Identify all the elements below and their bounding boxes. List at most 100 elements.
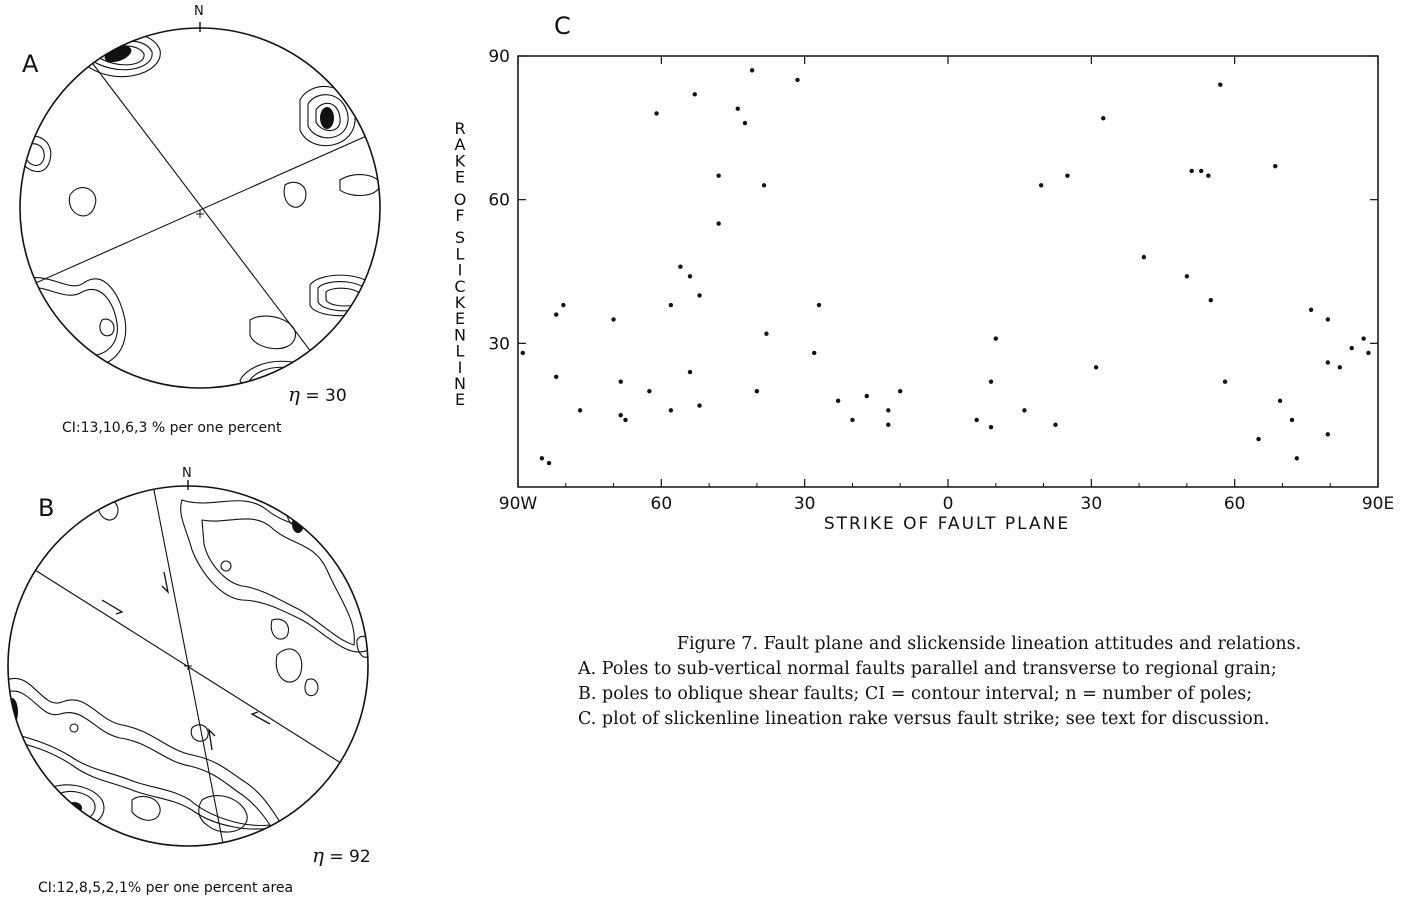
- y-label-char: R: [454, 119, 465, 138]
- data-point: [742, 120, 748, 126]
- stereonet-a-north-label: N: [194, 4, 204, 19]
- y-label-char: E: [455, 309, 465, 328]
- y-tick-label: 90: [488, 47, 510, 67]
- data-point: [993, 336, 998, 341]
- data-point: [988, 424, 994, 430]
- data-point: [886, 408, 891, 413]
- data-point: [898, 389, 903, 394]
- stereonet-b-shear-arrows: [101, 571, 271, 751]
- data-point: [1325, 317, 1331, 322]
- data-point: [749, 68, 755, 73]
- y-label-char: N: [454, 325, 466, 344]
- panel-a-letter: A: [22, 50, 39, 78]
- plot-frame: [517, 55, 1379, 488]
- x-tick-label: 90E: [1362, 494, 1394, 514]
- data-point: [1206, 173, 1211, 178]
- x-tick-label: 90W: [499, 494, 538, 514]
- caption-line-3: B. poles to oblique shear faults; CI = c…: [578, 684, 1253, 704]
- y-label-char: L: [456, 244, 465, 263]
- data-point: [647, 389, 652, 394]
- data-point: [697, 403, 702, 408]
- data-point: [1361, 336, 1366, 341]
- x-tick-label: 0: [943, 494, 954, 514]
- data-point: [1093, 365, 1099, 370]
- stereonet-b-pole-count: η = 92: [312, 843, 371, 867]
- y-label-char: F: [455, 206, 464, 225]
- data-point: [761, 183, 767, 188]
- stereonet-a-maxima: [104, 45, 334, 388]
- data-point: [764, 331, 769, 336]
- y-label-char: E: [455, 168, 465, 187]
- data-point: [1222, 379, 1228, 384]
- stereonet-a-pole-count: η = 30: [288, 382, 347, 406]
- x-tick-label: 60: [1224, 494, 1246, 514]
- stereonet-a-contour-interval: CI:13,10,6,3 % per one percent: [62, 420, 282, 436]
- x-tick-label: 30: [1081, 494, 1103, 514]
- data-point: [754, 389, 760, 394]
- y-label-char: I: [458, 358, 463, 377]
- data-point: [687, 369, 693, 375]
- y-label-char: N: [454, 374, 466, 393]
- stereonet-b: [2, 480, 386, 864]
- data-point: [618, 412, 623, 418]
- data-point: [1325, 432, 1331, 437]
- y-label-char: A: [455, 135, 466, 154]
- panel-b-letter: B: [38, 494, 55, 522]
- data-point: [1273, 163, 1278, 169]
- data-point: [816, 302, 822, 308]
- y-label-char: S: [455, 228, 465, 247]
- n-value: = 30: [305, 386, 347, 406]
- n-value: = 92: [329, 847, 371, 867]
- y-label-char: K: [455, 293, 466, 312]
- data-point: [668, 408, 674, 413]
- data-point: [1256, 436, 1261, 442]
- x-axis-label: STRIKE OF FAULT PLANE: [824, 514, 1070, 534]
- stereonet-a-center-mark: [196, 210, 204, 218]
- data-point: [1218, 82, 1223, 87]
- data-point: [1022, 408, 1027, 413]
- data-point: [1189, 168, 1194, 174]
- data-point: [577, 408, 583, 413]
- caption-line-2: A. Poles to sub-vertical normal faults p…: [578, 659, 1277, 679]
- data-point: [795, 77, 800, 83]
- data-point: [1308, 307, 1314, 313]
- y-label-char: L: [456, 342, 465, 361]
- n-symbol: η: [288, 382, 300, 406]
- data-point: [697, 293, 702, 298]
- data-point: [611, 317, 616, 322]
- data-point: [735, 106, 740, 111]
- y-label-char: E: [455, 390, 465, 409]
- data-point: [1038, 183, 1044, 188]
- stereonet-a: [10, 20, 390, 400]
- data-point: [1349, 345, 1354, 351]
- data-point: [1289, 417, 1295, 423]
- stereonet-a-primitive-circle: [19, 27, 381, 389]
- data-point: [716, 173, 721, 178]
- data-point: [1208, 298, 1213, 303]
- data-point: [1141, 254, 1147, 260]
- data-point: [1053, 422, 1058, 427]
- caption-line-4: C. plot of slickenline lineation rake ve…: [578, 709, 1270, 729]
- data-point: [687, 274, 693, 279]
- y-label-char: I: [458, 261, 463, 280]
- stereonet-b-north-label: N: [182, 466, 192, 481]
- x-tick-label: 30: [794, 494, 816, 514]
- caption-line-1: Figure 7. Fault plane and slickenside li…: [676, 634, 1302, 654]
- data-point: [561, 302, 566, 308]
- data-point: [1277, 398, 1283, 403]
- data-point: [520, 350, 525, 356]
- data-point: [835, 398, 841, 403]
- data-points: [520, 68, 1371, 466]
- data-point: [850, 417, 855, 423]
- data-point: [1101, 116, 1106, 121]
- data-point: [546, 460, 552, 466]
- y-tick-label: 60: [488, 191, 510, 211]
- data-point: [1184, 274, 1190, 279]
- data-point: [554, 312, 559, 317]
- data-point: [678, 264, 683, 269]
- data-point: [812, 350, 817, 356]
- data-point: [654, 111, 659, 116]
- stereonet-b-center-mark: [184, 662, 192, 670]
- y-axis-ticks: 90 60 30: [488, 47, 1378, 354]
